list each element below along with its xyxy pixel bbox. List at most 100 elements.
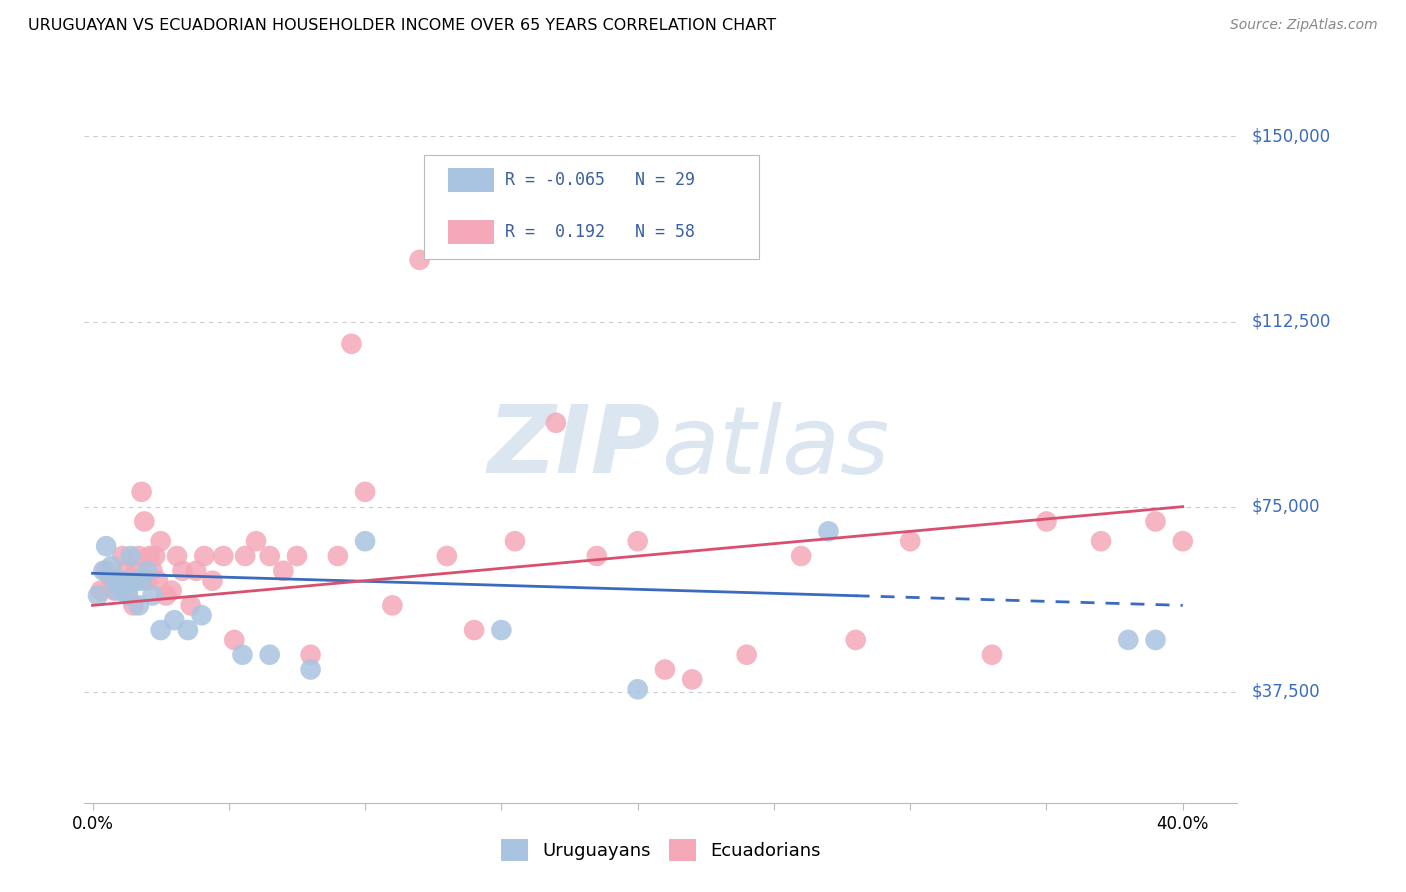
Point <box>117 583 139 598</box>
Point <box>139 549 162 563</box>
Point <box>105 583 128 598</box>
Point <box>681 673 703 687</box>
Point <box>136 564 159 578</box>
Point <box>233 549 256 563</box>
Point <box>149 623 172 637</box>
Point <box>544 416 567 430</box>
Point <box>100 574 122 588</box>
Point <box>299 663 322 677</box>
Point <box>1116 632 1139 647</box>
Point <box>273 564 295 578</box>
Text: atlas: atlas <box>661 402 889 493</box>
Point <box>96 564 118 578</box>
Point <box>463 623 485 637</box>
Text: R = -0.065   N = 29: R = -0.065 N = 29 <box>505 171 695 189</box>
Point <box>201 574 224 588</box>
Point <box>212 549 235 563</box>
Point <box>259 648 281 662</box>
Point <box>981 648 1004 662</box>
Point <box>408 252 430 267</box>
Point <box>503 534 526 549</box>
Point <box>654 663 676 677</box>
Text: $75,000: $75,000 <box>1251 498 1320 516</box>
Point <box>190 608 212 623</box>
Point <box>735 648 758 662</box>
Point <box>231 648 253 662</box>
Point <box>143 549 166 563</box>
Point <box>125 574 148 588</box>
Point <box>817 524 839 539</box>
Point <box>93 564 115 578</box>
Point <box>193 549 215 563</box>
Point <box>103 574 125 588</box>
Point <box>1144 632 1167 647</box>
Point <box>180 599 202 613</box>
Point <box>146 574 169 588</box>
Point <box>299 648 322 662</box>
Point <box>326 549 349 563</box>
Point <box>1144 515 1167 529</box>
Bar <box>447 220 494 244</box>
Point <box>790 549 813 563</box>
Point <box>155 589 177 603</box>
Text: R =  0.192   N = 58: R = 0.192 N = 58 <box>505 223 695 241</box>
Text: $150,000: $150,000 <box>1251 128 1330 145</box>
Point <box>177 623 200 637</box>
Point <box>163 613 186 627</box>
Point <box>224 632 246 647</box>
Point <box>585 549 607 563</box>
Point <box>125 564 148 578</box>
Point <box>122 599 145 613</box>
Point <box>259 549 281 563</box>
Bar <box>447 169 494 192</box>
Legend: Uruguayans, Ecuadorians: Uruguayans, Ecuadorians <box>494 831 828 868</box>
Point <box>160 583 183 598</box>
Point <box>131 484 153 499</box>
Text: Source: ZipAtlas.com: Source: ZipAtlas.com <box>1230 18 1378 32</box>
Point <box>114 574 136 588</box>
Point <box>354 484 377 499</box>
Text: URUGUAYAN VS ECUADORIAN HOUSEHOLDER INCOME OVER 65 YEARS CORRELATION CHART: URUGUAYAN VS ECUADORIAN HOUSEHOLDER INCO… <box>28 18 776 33</box>
Point <box>149 534 172 549</box>
Point <box>436 549 458 563</box>
Point <box>96 539 118 553</box>
Point <box>108 574 131 588</box>
Point <box>1090 534 1112 549</box>
Point <box>90 583 112 598</box>
Point <box>134 515 156 529</box>
Point <box>136 574 159 588</box>
Point <box>172 564 194 578</box>
Point <box>1171 534 1194 549</box>
Point <box>120 549 142 563</box>
Point <box>87 589 110 603</box>
Point <box>627 534 650 549</box>
Point <box>128 549 150 563</box>
Point <box>381 599 404 613</box>
Point <box>103 583 125 598</box>
Point <box>845 632 868 647</box>
Point <box>117 589 139 603</box>
Point <box>184 564 207 578</box>
FancyBboxPatch shape <box>425 155 759 259</box>
Point <box>120 574 142 588</box>
Point <box>166 549 188 563</box>
Point <box>491 623 513 637</box>
Point <box>108 574 131 588</box>
Text: $112,500: $112,500 <box>1251 312 1330 331</box>
Point <box>354 534 377 549</box>
Point <box>111 549 134 563</box>
Point <box>627 682 650 697</box>
Point <box>128 599 150 613</box>
Text: $37,500: $37,500 <box>1251 682 1320 701</box>
Point <box>898 534 921 549</box>
Point <box>245 534 267 549</box>
Point <box>340 336 363 351</box>
Point <box>285 549 308 563</box>
Point <box>114 564 136 578</box>
Text: ZIP: ZIP <box>488 401 661 493</box>
Point <box>100 558 122 573</box>
Point <box>141 564 163 578</box>
Point <box>1035 515 1057 529</box>
Point <box>111 583 134 598</box>
Point <box>141 589 163 603</box>
